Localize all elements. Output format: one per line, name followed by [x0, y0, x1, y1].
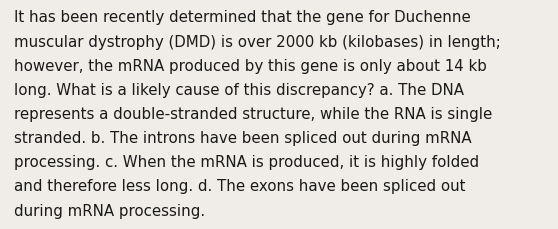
Text: long. What is a likely cause of this discrepancy? a. The DNA: long. What is a likely cause of this dis…: [14, 82, 464, 97]
Text: represents a double-stranded structure, while the RNA is single: represents a double-stranded structure, …: [14, 106, 492, 121]
Text: and therefore less long. d. The exons have been spliced out: and therefore less long. d. The exons ha…: [14, 179, 465, 194]
Text: It has been recently determined that the gene for Duchenne: It has been recently determined that the…: [14, 10, 471, 25]
Text: during mRNA processing.: during mRNA processing.: [14, 203, 205, 218]
Text: processing. c. When the mRNA is produced, it is highly folded: processing. c. When the mRNA is produced…: [14, 155, 479, 169]
Text: however, the mRNA produced by this gene is only about 14 kb: however, the mRNA produced by this gene …: [14, 58, 487, 73]
Text: stranded. b. The introns have been spliced out during mRNA: stranded. b. The introns have been splic…: [14, 131, 472, 145]
Text: muscular dystrophy (DMD) is over 2000 kb (kilobases) in length;: muscular dystrophy (DMD) is over 2000 kb…: [14, 34, 501, 49]
